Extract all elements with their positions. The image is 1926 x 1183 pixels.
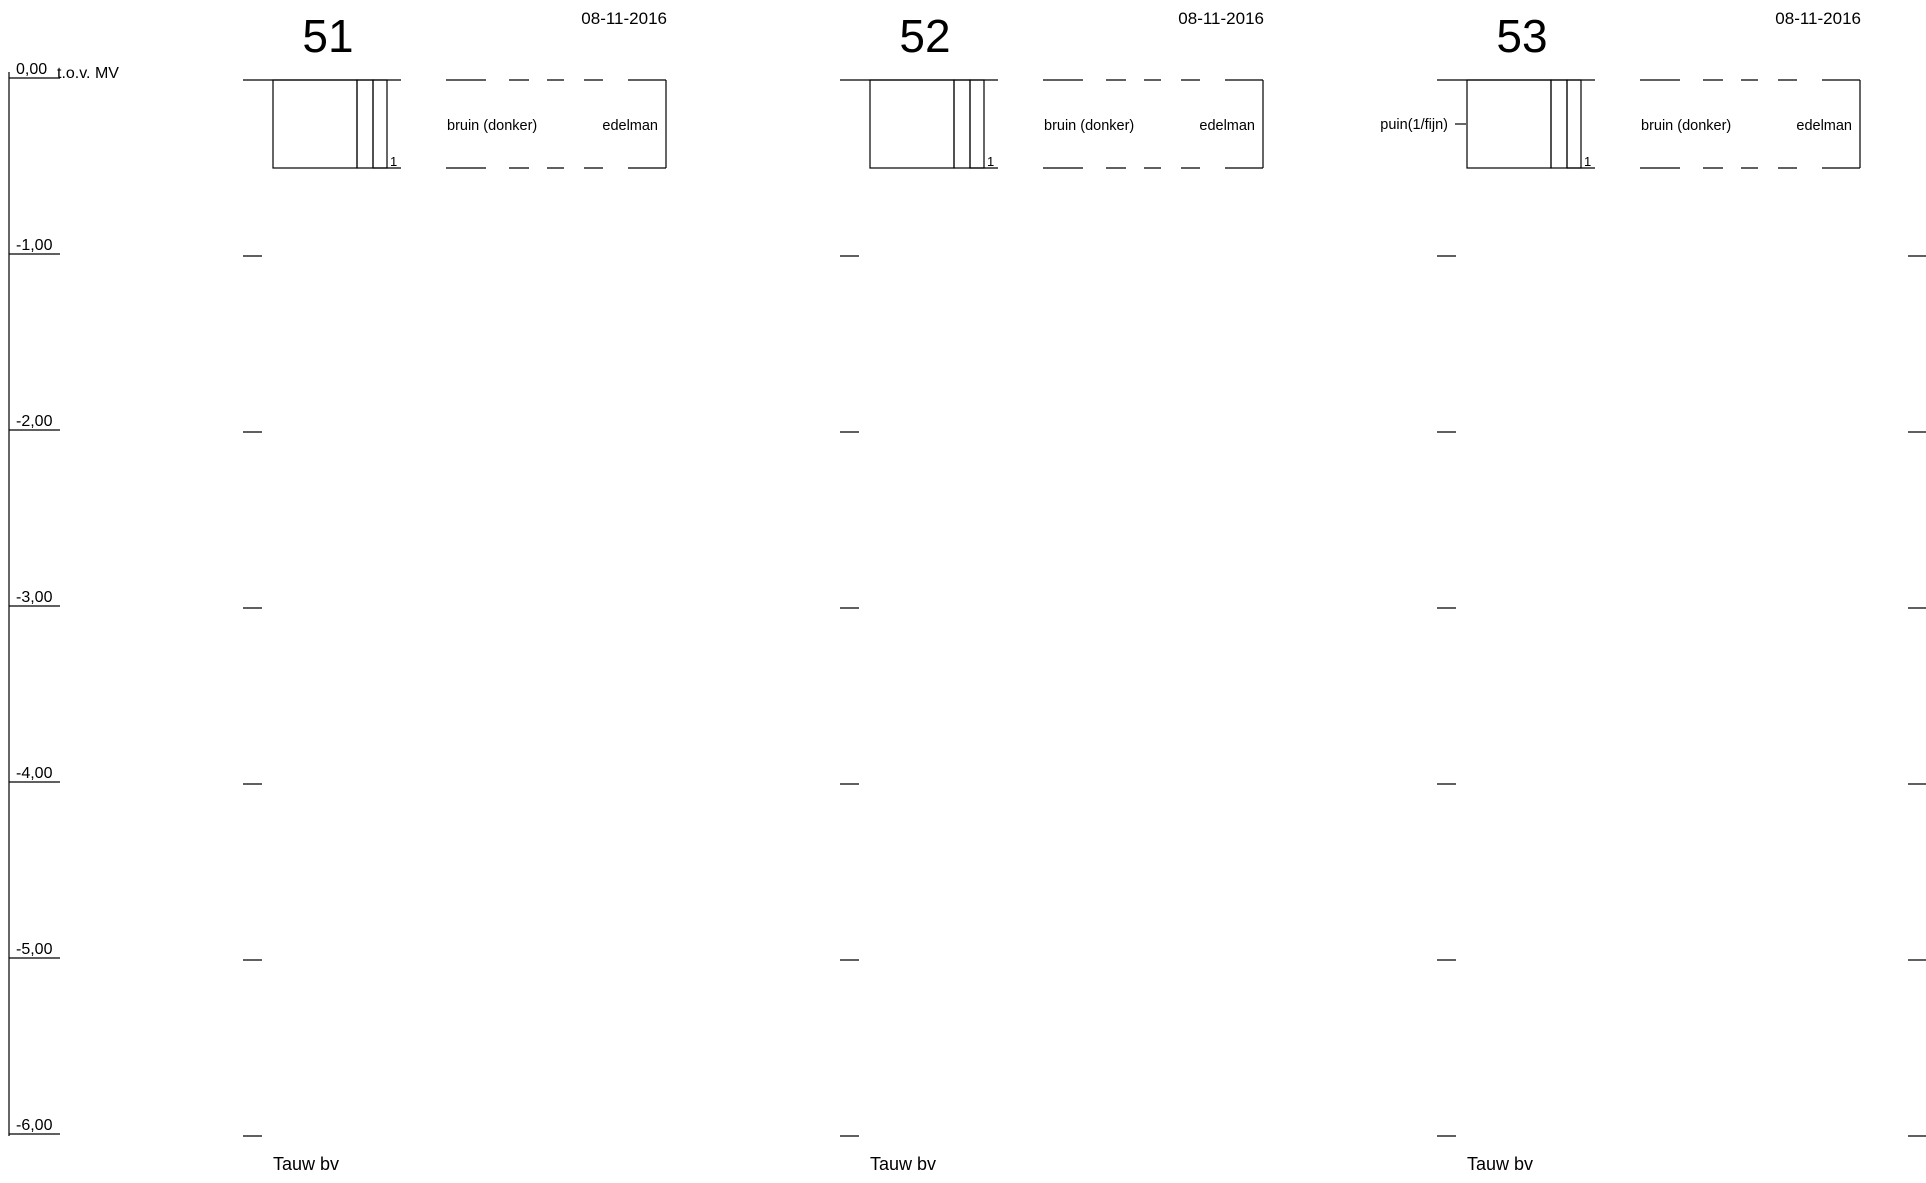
- layer-method: edelman: [1199, 118, 1255, 134]
- lithology-hatch-strip: [969, 79, 985, 169]
- borehole-column: 51 08-11-2016 1 bruin (donker) edelman Tauw b…: [243, 9, 667, 1174]
- lithology-sand-fill: [869, 79, 955, 169]
- company-footer: Tauw bv: [870, 1154, 936, 1174]
- borehole-date: 08-11-2016: [1178, 9, 1264, 28]
- borehole-date: 08-11-2016: [581, 9, 667, 28]
- layer-left-annotation: puin(1/fijn): [1380, 117, 1448, 133]
- depth-label: 0,00: [16, 61, 47, 78]
- layer-color: bruin (donker): [1641, 118, 1731, 134]
- lithology-sand-fill: [1466, 79, 1552, 169]
- company-footer: Tauw bv: [1467, 1154, 1533, 1174]
- soil-layer: 1 bruin (donker) edelman: [262, 79, 667, 169]
- borehole-column: 53 08-11-2016 1 puin(1/fijn) bruin (donker) e…: [1380, 9, 1861, 1174]
- depth-label: -4,00: [16, 765, 53, 782]
- borehole-date: 08-11-2016: [1775, 9, 1861, 28]
- layer-method: edelman: [1796, 118, 1852, 134]
- soil-layer: 1 puin(1/fijn) bruin (donker) edelman: [1380, 79, 1861, 169]
- lithology-hatch-strip: [1566, 79, 1582, 169]
- borehole-number: 52: [899, 10, 950, 62]
- sample-id: 1: [1584, 154, 1591, 169]
- next-column-ticks: [1908, 255, 1926, 1137]
- company-footer: Tauw bv: [273, 1154, 339, 1174]
- depth-label: -6,00: [16, 1117, 53, 1134]
- lithology-admixture-strip: [1550, 79, 1568, 169]
- lithology-admixture-strip: [953, 79, 971, 169]
- borehole-number: 53: [1496, 10, 1547, 62]
- layer-color: bruin (donker): [1044, 118, 1134, 134]
- lithology-hatch-strip: [372, 79, 388, 169]
- depth-label: -1,00: [16, 237, 53, 254]
- soil-layer: 1 bruin (donker) edelman: [859, 79, 1264, 169]
- axis-reference-label: t.o.v. MV: [57, 65, 119, 82]
- layer-color: bruin (donker): [447, 118, 537, 134]
- borehole-columns: 51 08-11-2016 1 bruin (donker) edelman Tauw b…: [243, 9, 1861, 1174]
- depth-label: -5,00: [16, 941, 53, 958]
- sample-id: 1: [390, 154, 397, 169]
- depth-label: -3,00: [16, 589, 53, 606]
- layer-method: edelman: [602, 118, 658, 134]
- borehole-number: 51: [302, 10, 353, 62]
- lithology-sand-fill: [272, 79, 358, 169]
- sample-id: 1: [987, 154, 994, 169]
- depth-label: -2,00: [16, 413, 53, 430]
- borehole-column: 52 08-11-2016 1 bruin (donker) edelman Tauw b…: [840, 9, 1264, 1174]
- lithology-admixture-strip: [356, 79, 374, 169]
- depth-axis: t.o.v. MV 0,00 -1,00 -2,00 -3,00 -4,00 -5,00 -…: [8, 61, 119, 1136]
